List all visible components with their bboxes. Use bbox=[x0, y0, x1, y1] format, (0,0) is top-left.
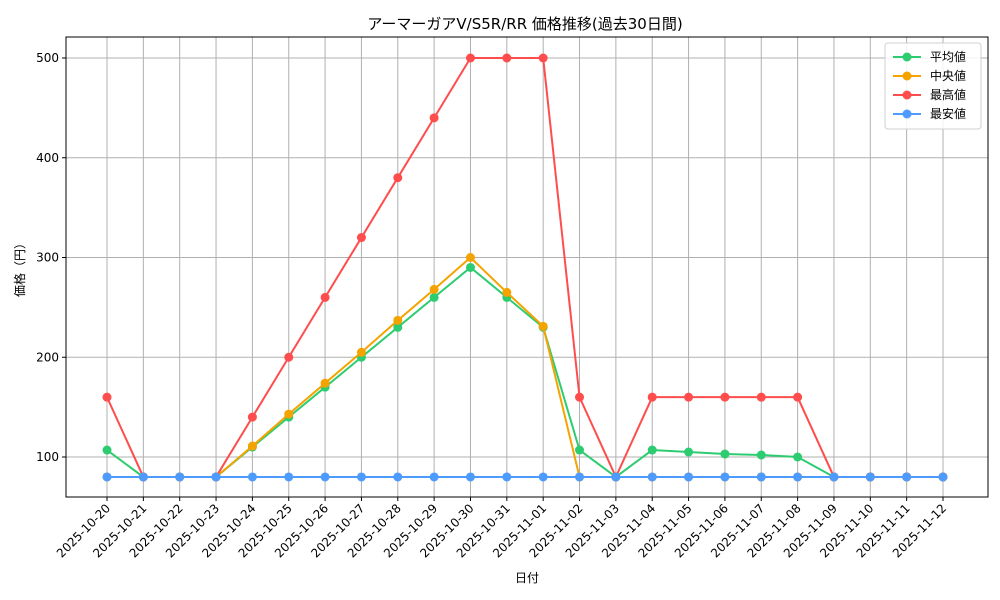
data-point bbox=[938, 472, 948, 482]
data-point bbox=[393, 173, 403, 183]
data-point bbox=[175, 472, 185, 482]
data-point bbox=[429, 284, 439, 294]
data-point bbox=[647, 392, 657, 402]
data-point bbox=[465, 253, 475, 262]
data-point bbox=[320, 472, 330, 482]
chart-title: アーマーガアV/S5R/RR 価格推移(過去30日間) bbox=[367, 15, 682, 33]
data-point bbox=[356, 233, 366, 243]
legend-label: 中央値 bbox=[930, 68, 966, 83]
data-point bbox=[684, 447, 694, 457]
data-point bbox=[575, 472, 585, 482]
data-point bbox=[429, 113, 439, 123]
data-point bbox=[502, 472, 512, 482]
y-tick-label: 200 bbox=[36, 350, 59, 364]
x-axis-label: 日付 bbox=[515, 571, 539, 585]
data-point bbox=[575, 392, 585, 402]
data-point bbox=[247, 441, 257, 451]
grid-lines bbox=[66, 37, 988, 497]
legend-label: 最安値 bbox=[930, 106, 966, 121]
data-point bbox=[465, 53, 475, 63]
data-point bbox=[320, 378, 330, 388]
data-point bbox=[793, 452, 803, 462]
y-tick-label: 300 bbox=[36, 251, 59, 265]
data-point bbox=[393, 472, 403, 482]
data-point bbox=[393, 322, 403, 332]
data-point bbox=[102, 472, 112, 482]
data-point bbox=[756, 450, 766, 460]
y-tick-label: 400 bbox=[36, 151, 59, 165]
data-point bbox=[465, 262, 475, 272]
data-point bbox=[793, 472, 803, 482]
data-point bbox=[320, 292, 330, 302]
data-point bbox=[502, 53, 512, 63]
data-point bbox=[793, 392, 803, 402]
data-point bbox=[538, 472, 548, 482]
data-point bbox=[538, 53, 548, 63]
data-point bbox=[211, 472, 221, 482]
data-point bbox=[865, 472, 875, 482]
data-point bbox=[284, 352, 294, 362]
data-point bbox=[393, 315, 403, 325]
data-point bbox=[647, 445, 657, 455]
data-point bbox=[138, 472, 148, 482]
y-tick-label: 500 bbox=[36, 51, 59, 65]
series-最高値 bbox=[102, 53, 948, 482]
data-point bbox=[247, 472, 257, 482]
plot-frame bbox=[65, 36, 989, 498]
data-point bbox=[720, 472, 730, 482]
data-point bbox=[575, 445, 585, 455]
data-point bbox=[756, 392, 766, 402]
data-point bbox=[102, 445, 112, 455]
data-point bbox=[756, 472, 766, 482]
series-lines bbox=[102, 53, 948, 482]
data-point bbox=[684, 472, 694, 482]
data-point bbox=[902, 472, 912, 482]
data-point bbox=[720, 449, 730, 459]
data-point bbox=[284, 409, 294, 419]
data-point bbox=[102, 392, 112, 402]
y-axis: 100 200 300 400 500 bbox=[36, 51, 66, 464]
data-point bbox=[684, 392, 694, 402]
data-point bbox=[429, 472, 439, 482]
data-point bbox=[356, 347, 366, 357]
data-point bbox=[647, 472, 657, 482]
data-point bbox=[247, 412, 257, 422]
data-point bbox=[611, 472, 621, 482]
data-point bbox=[284, 472, 294, 482]
data-point bbox=[465, 472, 475, 482]
data-point bbox=[429, 292, 439, 302]
legend-label: 最高値 bbox=[930, 87, 966, 102]
data-point bbox=[502, 287, 512, 297]
series-最安値 bbox=[102, 472, 948, 482]
legend-label: 平均値 bbox=[930, 49, 966, 64]
data-point bbox=[829, 472, 839, 482]
x-axis: 2025-10-202025-10-212025-10-222025-10-23… bbox=[54, 497, 949, 560]
data-point bbox=[356, 472, 366, 482]
data-point bbox=[720, 392, 730, 402]
data-point bbox=[538, 321, 548, 331]
y-tick-label: 100 bbox=[36, 450, 59, 464]
y-axis-label: 価格（円） bbox=[12, 237, 27, 297]
